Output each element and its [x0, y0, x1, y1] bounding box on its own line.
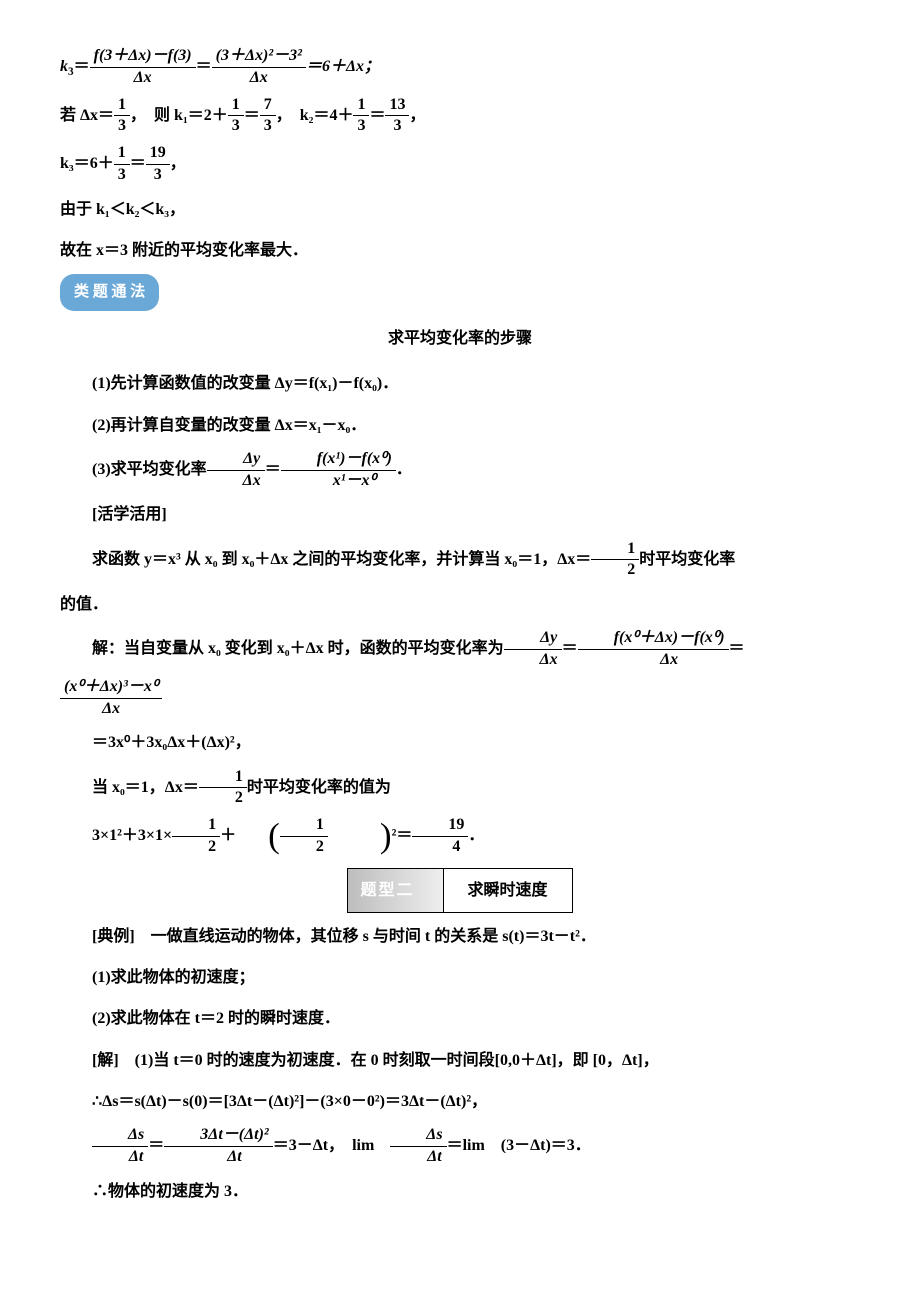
example-sol1-line2: ∴Δs＝s(Δt)－s(0)＝[3Δt－(Δt)²]－(3×0－0²)＝3Δt－… — [60, 1084, 860, 1119]
step-3: (3)求平均变化率ΔyΔx＝f(x¹)－f(x⁰)x¹－x⁰． — [60, 449, 860, 492]
practice-question-end: 的值． — [60, 587, 860, 622]
sol-label: [解] — [92, 1052, 119, 1069]
solution-line3: ＝3x⁰＋3x₀Δx＋(Δx)²， — [60, 725, 860, 760]
frac-19-4: 194 — [412, 815, 468, 858]
frac-k3-1: f(3＋Δx)－f(3)Δx — [90, 46, 196, 89]
example-sol1-line3: ΔsΔt＝3Δt－(Δt)²Δt＝3－Δt， lim ΔsΔt＝lim (3－Δ… — [60, 1125, 860, 1168]
topic-number: 题型二 — [348, 869, 443, 912]
frac-fx0dx: f(x⁰＋Δx)－f(x⁰)Δx — [578, 628, 729, 671]
example-q1: (1)求此物体的初速度； — [60, 960, 860, 995]
topic-title: 求瞬时速度 — [444, 869, 572, 912]
frac-7-3: 73 — [260, 95, 276, 138]
steps-title: 求平均变化率的步骤 — [60, 321, 860, 356]
frac-k3-2: (3＋Δx)²－3²Δx — [212, 46, 306, 89]
frac-3dt: 3Δt－(Δt)²Δt — [164, 1125, 272, 1168]
frac-13-3: 133 — [385, 95, 409, 138]
therefore-line: 故在 x＝3 附近的平均变化率最大． — [60, 233, 860, 268]
example-line: [典例] 一做直线运动的物体，其位移 s 与时间 t 的关系是 s(t)＝3t－… — [60, 919, 860, 954]
frac-1-2c: 12 — [172, 815, 220, 858]
solution-line2: (x⁰＋Δx)³－x⁰Δx — [60, 677, 860, 720]
solution-line4: 当 x₀＝1，Δx＝12时平均变化率的值为 — [60, 767, 860, 810]
example-sol1: [解] (1)当 t＝0 时的速度为初速度．在 0 时刻取一时间段[0,0＋Δt… — [60, 1043, 860, 1078]
practice-question: 求函数 y＝x³ 从 x₀ 到 x₀＋Δx 之间的平均变化率，并计算当 x₀＝1… — [60, 539, 860, 582]
solution-line5: 3×1²＋3×1×12＋(12)²＝194． — [60, 815, 860, 858]
pill-row: 类 题 通 法 — [60, 274, 860, 311]
example-label: [典例] — [92, 928, 135, 945]
frac-1-2d: 12 — [280, 815, 328, 858]
frac-19-3: 193 — [146, 143, 170, 186]
topic-box: 题型二求瞬时速度 — [347, 868, 572, 913]
frac-1-3b: 13 — [228, 95, 244, 138]
frac-dy-dx-2: ΔyΔx — [504, 628, 562, 671]
right-paren-icon: ) — [348, 822, 392, 850]
frac-dy-dx: ΔyΔx — [207, 449, 265, 492]
example-conclusion: ∴物体的初速度为 3． — [60, 1174, 860, 1209]
var-k: k — [60, 58, 68, 75]
frac-1-3a: 13 — [114, 95, 130, 138]
step-2: (2)再计算自变量的改变量 Δx＝x₁－x₀． — [60, 408, 860, 443]
practice-label: [活学活用] — [60, 497, 860, 532]
step-1: (1)先计算函数值的改变量 Δy＝f(x₁)－f(x₀)． — [60, 366, 860, 401]
equation-k3: k3＝f(3＋Δx)－f(3)Δx＝(3＋Δx)²－3²Δx＝6＋Δx； — [60, 46, 860, 89]
frac-expand: (x⁰＋Δx)³－x⁰Δx — [60, 677, 162, 720]
example-q2: (2)求此物体在 t＝2 时的瞬时速度． — [60, 1001, 860, 1036]
frac-1-2a: 12 — [591, 539, 639, 582]
method-pill: 类 题 通 法 — [60, 274, 159, 311]
topic-row: 题型二求瞬时速度 — [60, 868, 860, 913]
frac-ds-dt: ΔsΔt — [92, 1125, 148, 1168]
left-paren-icon: ( — [236, 822, 280, 850]
solution-line1: 解：当自变量从 x₀ 变化到 x₀＋Δx 时，函数的平均变化率为ΔyΔx＝f(x… — [60, 628, 860, 671]
frac-1-2b: 12 — [199, 767, 247, 810]
k3-line: k₃＝6＋13＝193， — [60, 143, 860, 186]
frac-1-3d: 13 — [114, 143, 130, 186]
frac-fx1-fx0: f(x¹)－f(x⁰)x¹－x⁰ — [281, 449, 396, 492]
if-dx-line: 若 Δx＝13， 则 k₁＝2＋13＝73， k₂＝4＋13＝133， — [60, 95, 860, 138]
since-line: 由于 k₁＜k₂＜k₃， — [60, 192, 860, 227]
frac-ds-dt-2: ΔsΔt — [390, 1125, 446, 1168]
frac-1-3c: 13 — [353, 95, 369, 138]
